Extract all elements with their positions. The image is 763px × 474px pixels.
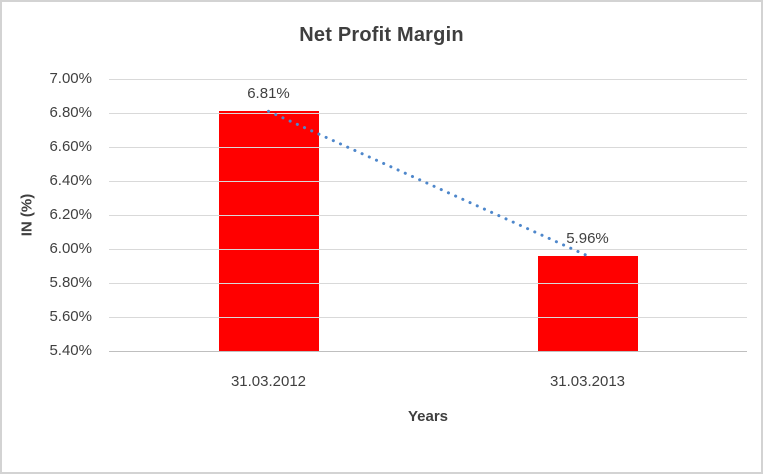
y-gridline — [109, 282, 747, 284]
x-axis-line — [109, 351, 747, 352]
y-tick-label: 5.80% — [49, 274, 92, 291]
y-tick-label: 7.00% — [49, 70, 92, 87]
y-tick-label: 5.40% — [49, 342, 92, 359]
y-tick-label: 5.60% — [49, 308, 92, 325]
y-gridline — [109, 248, 747, 250]
x-axis-title: Years — [407, 408, 449, 425]
y-gridline — [109, 78, 747, 80]
y-tick-label: 6.00% — [49, 240, 92, 257]
y-tick-label: 6.20% — [49, 206, 92, 223]
y-gridline — [109, 214, 747, 216]
bar-31.03.2013 — [537, 255, 638, 351]
y-gridline — [109, 112, 747, 114]
x-tick-label: 31.03.2013 — [549, 373, 626, 390]
y-tick-label: 6.80% — [49, 104, 92, 121]
data-label: 6.81% — [247, 85, 290, 103]
x-tick-label: 31.03.2012 — [230, 373, 307, 390]
y-gridline — [109, 146, 747, 148]
y-tick-label: 6.40% — [49, 172, 92, 189]
y-tick-label: 6.60% — [49, 138, 92, 155]
chart-title: Net Profit Margin — [299, 24, 464, 46]
y-gridline — [109, 180, 747, 182]
y-gridline — [109, 316, 747, 318]
data-label: 5.96% — [566, 229, 609, 247]
